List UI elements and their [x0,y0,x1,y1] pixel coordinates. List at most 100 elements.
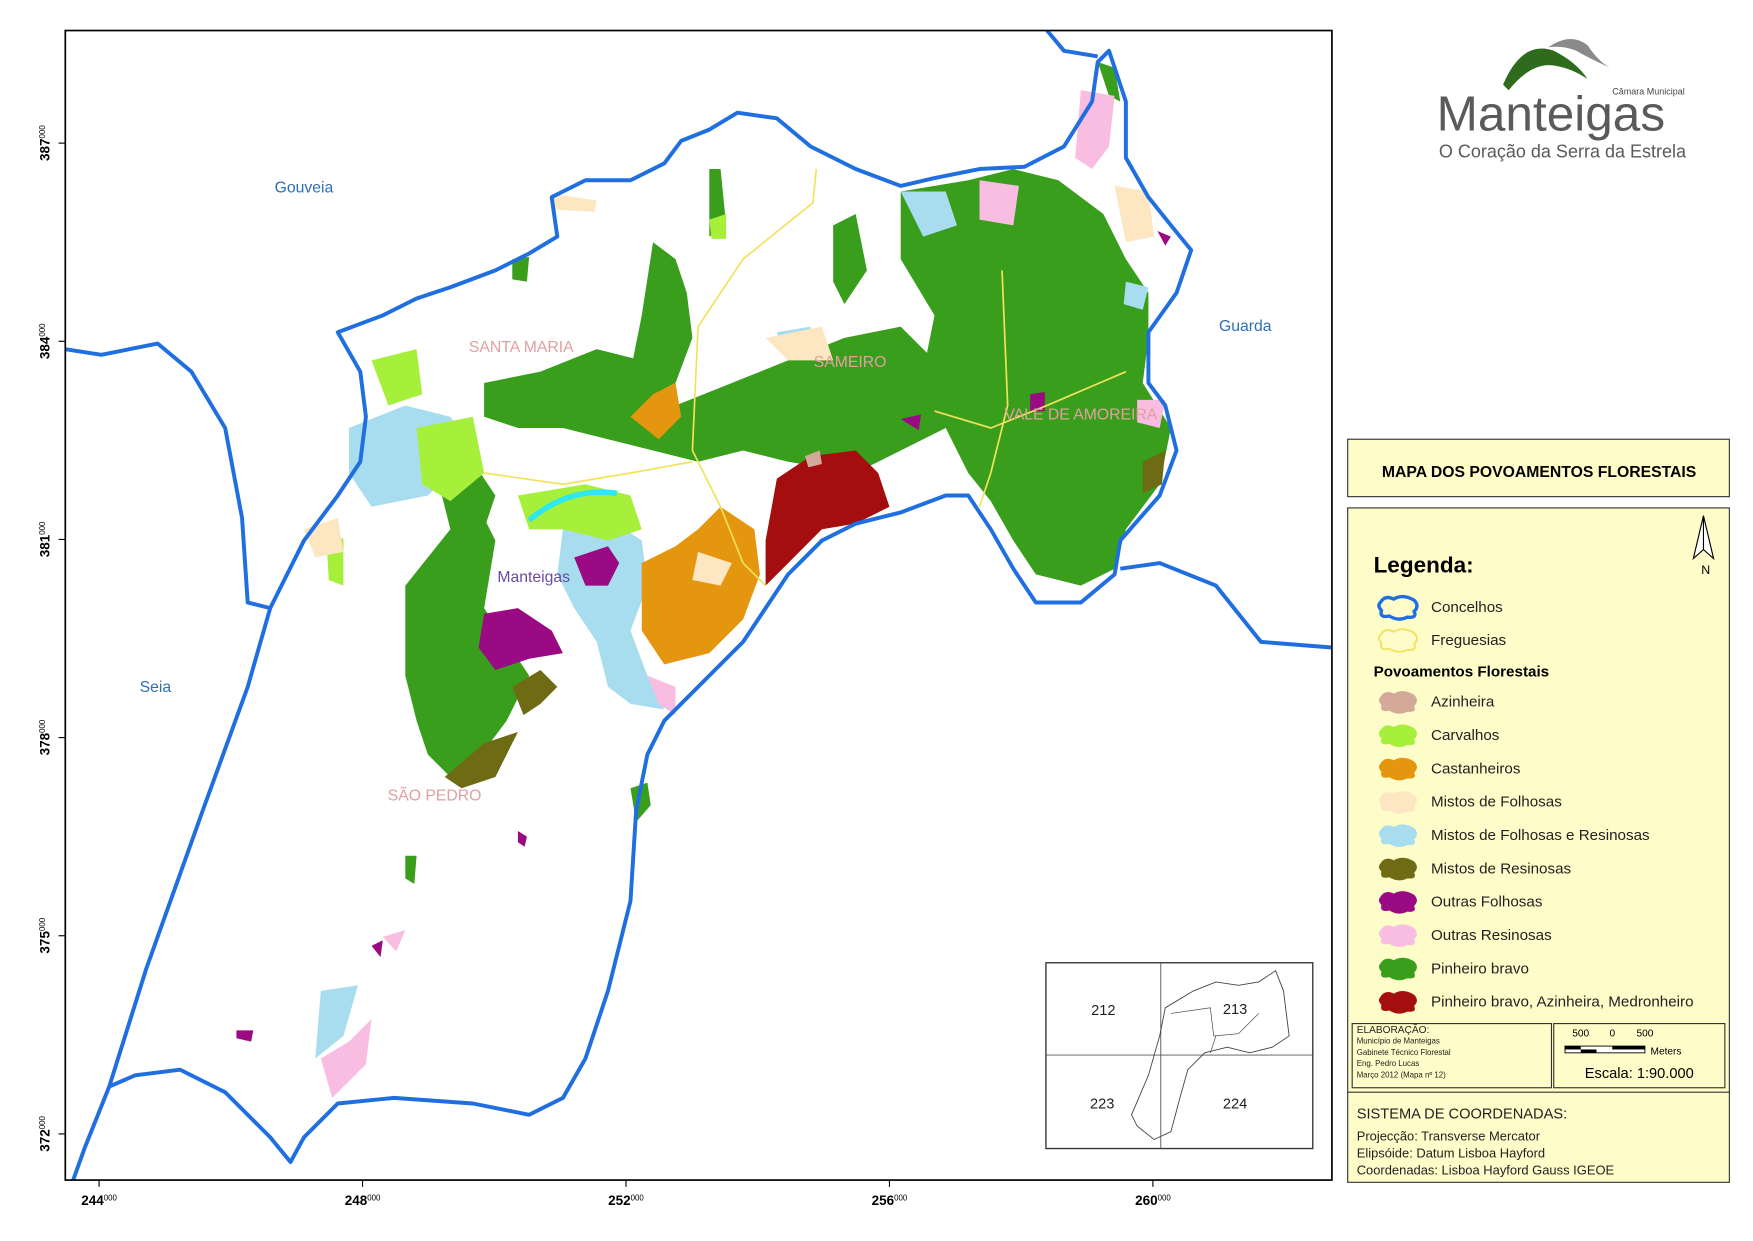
forest-patch [405,495,530,777]
legend-label: Azinheira [1431,694,1495,711]
legend-swatch [1378,628,1418,653]
forest-patch [692,551,732,586]
tick-sup: 000 [631,1193,645,1202]
coord-line: Projecção: Transverse Mercator [1357,1129,1541,1144]
legend-swatch [1378,924,1417,947]
forest-patch [1114,185,1155,243]
coord-title: SISTEMA DE COORDENADAS: [1357,1107,1567,1123]
legend-label: Mistos de Folhosas [1431,794,1562,811]
place-label: Gouveia [275,179,334,196]
tick-main: 256 [872,1193,895,1208]
scale-text: Escala: 1:90.000 [1585,1066,1694,1082]
y-tick-label: 387000 [38,125,53,161]
scale-bar-fill [1564,1046,1581,1050]
scale-unit: Meters [1651,1046,1682,1057]
scale-box [1553,1023,1726,1089]
legend-swatch [1378,757,1417,781]
municipality-boundary [107,48,1194,1165]
inset-outline [1131,969,1290,1141]
neighbor-boundary [1119,561,1332,650]
map-frame [64,29,1333,1181]
tick-sup: 000 [894,1193,908,1202]
y-tick-label: 381000 [38,521,53,557]
scale-bar-fill [1580,1049,1597,1053]
y-tick-label: 378000 [38,719,53,755]
forest-patch [900,191,958,237]
y-tick-label: 372000 [38,1115,53,1151]
forest-patch [765,450,890,586]
forest-patch [1030,391,1045,412]
inset-frame [1045,962,1314,1150]
parish-boundary [934,370,1127,429]
legend-swatch [1378,957,1417,981]
scale-label: 500 [1636,1028,1653,1039]
forest-patch [1123,281,1149,310]
scale-bar-fill [1612,1046,1645,1050]
legend-label: Carvalhos [1431,727,1500,744]
place-label: SÃO PEDRO [388,785,482,804]
legend-swatch [1377,594,1419,621]
forest-patch [382,930,406,952]
north-label: N [1701,563,1710,577]
forest-patch [371,349,423,406]
tick-main: 384 [38,336,53,359]
x-tick-label: 248000 [345,1193,381,1208]
x-tick-label: 244000 [81,1193,117,1208]
forest-patch [979,180,1019,226]
tick-sup: 000 [38,125,47,139]
inset-label: 223 [1090,1096,1114,1112]
forest-patch [236,1030,254,1042]
tick-main: 381 [38,534,53,557]
tick-main: 372 [38,1129,53,1152]
credits-line: Município de Manteigas [1357,1037,1440,1046]
forest-patch [405,855,417,884]
credits-box [1351,1023,1553,1089]
tick-sup: 000 [38,521,47,535]
forest-patch [900,414,921,431]
logo-small: Câmara Municipal [1612,87,1685,97]
legend-section: Povoamentos Florestais [1374,663,1550,680]
forest-patch [765,326,834,361]
legend-swatch [1378,991,1417,1014]
inset-label: 213 [1223,1002,1247,1018]
place-label: SAMEIRO [814,354,887,371]
tick-main: 375 [38,931,53,954]
forest-patch [478,608,563,671]
legend-label: Concelhos [1431,599,1503,616]
parish-boundary [691,168,818,587]
forest-patch [517,831,527,847]
legend-label: Pinheiro bravo, Azinheira, Medronheiro [1431,994,1694,1011]
tick-main: 260 [1135,1193,1158,1208]
map-body [65,30,1332,1181]
forest-patch [315,985,359,1059]
river [527,489,618,523]
forest-patch [1157,230,1171,246]
logo-swoosh [1503,48,1588,91]
legend-swatch [1378,857,1417,881]
x-tick-label: 260000 [1135,1193,1171,1208]
legend-swatch [1378,791,1417,814]
tick-sup: 000 [38,719,47,733]
x-tick-label: 256000 [872,1193,908,1208]
place-label: Manteigas [497,569,570,586]
credits-line: ELABORAÇÃO: [1357,1023,1430,1036]
tick-sup: 000 [1158,1193,1172,1202]
tick-sup: 000 [367,1193,381,1202]
neighbor-boundary [71,1085,112,1181]
legend-swatch [1378,824,1417,848]
coord-line: Elipsóide: Datum Lisboa Hayford [1357,1146,1545,1161]
credits-line: Março 2012 (Mapa nº 12) [1357,1070,1446,1079]
legend-swatch [1378,891,1417,914]
forest-patch [1142,450,1166,494]
y-tick-label: 384000 [38,323,53,359]
inset-label: 224 [1223,1096,1247,1112]
tick-main: 248 [345,1193,368,1208]
title-box [1347,438,1730,498]
logo-swoosh [1548,38,1611,68]
place-label: VALE DE AMOREIRA [1004,407,1157,424]
scale-label: 0 [1609,1028,1615,1039]
forest-patch [551,193,597,212]
legend-label: Freguesias [1431,632,1507,649]
